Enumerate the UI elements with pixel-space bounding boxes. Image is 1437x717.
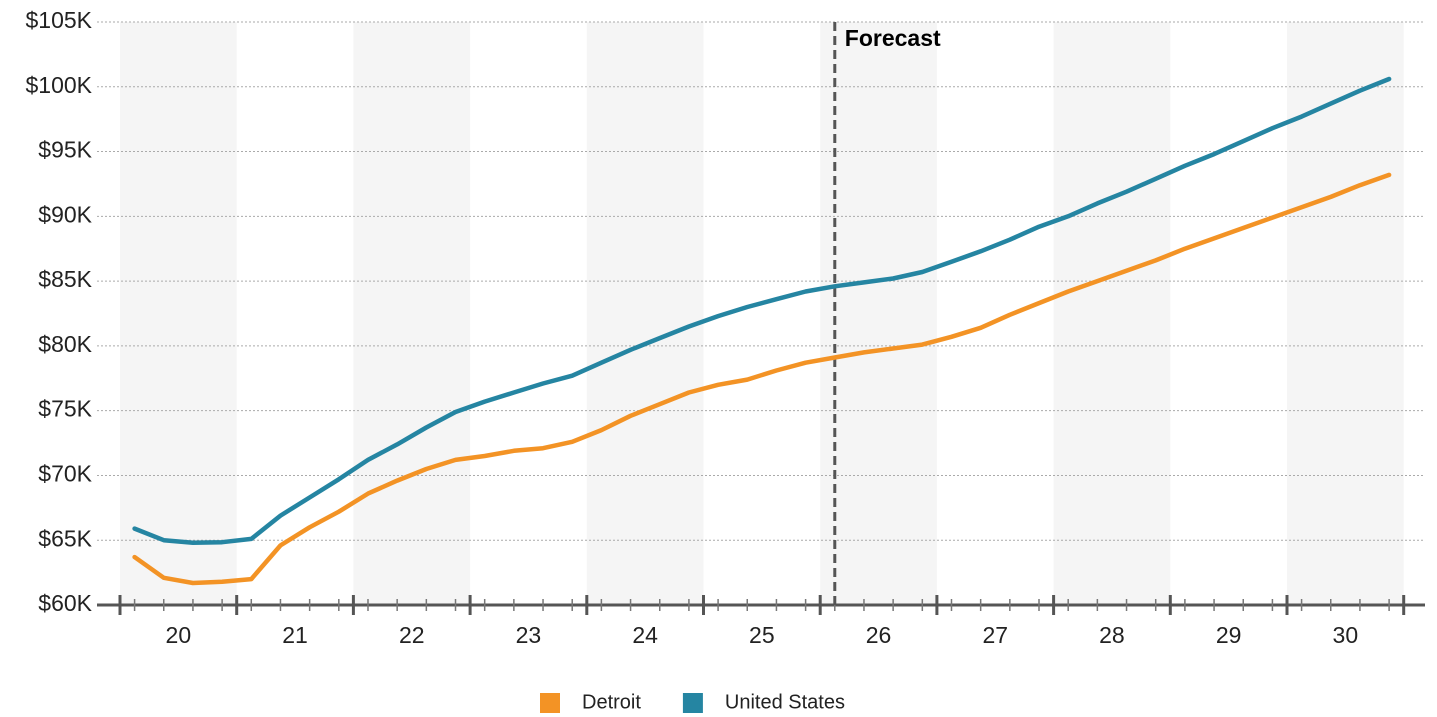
y-tick-label: $90K (38, 201, 92, 227)
y-tick-label: $60K (38, 590, 92, 616)
y-tick-label: $100K (25, 72, 92, 98)
x-tick-label: 20 (166, 622, 192, 648)
year-band (1053, 22, 1171, 605)
x-tick-label: 22 (399, 622, 425, 648)
year-band (586, 22, 704, 605)
x-tick-label: 24 (632, 622, 658, 648)
year-band (353, 22, 471, 605)
x-tick-label: 26 (866, 622, 892, 648)
x-tick-label: 25 (749, 622, 775, 648)
x-tick-label: 29 (1216, 622, 1242, 648)
legend: Detroit United States (540, 691, 845, 713)
y-tick-label: $75K (38, 396, 92, 422)
x-tick-label: 27 (982, 622, 1008, 648)
year-band (120, 22, 237, 605)
legend-swatch (682, 693, 703, 713)
y-tick-label: $70K (38, 461, 92, 487)
year-band (820, 22, 937, 605)
year-band (1287, 22, 1404, 605)
legend-label: United States (725, 691, 845, 713)
y-tick-label: $95K (38, 137, 92, 163)
legend-swatch (540, 693, 560, 713)
y-tick-label: $65K (38, 525, 92, 551)
series-line (132, 76, 1392, 546)
y-tick-label: $80K (38, 331, 92, 357)
x-tick-label: 23 (516, 622, 542, 648)
y-tick-label: $85K (38, 266, 92, 292)
x-tick-label: 30 (1333, 622, 1359, 648)
y-tick-label: $105K (25, 7, 92, 33)
x-tick-label: 21 (282, 622, 308, 648)
forecast-label: Forecast (845, 25, 941, 51)
series-line (132, 172, 1392, 586)
legend-label: Detroit (582, 691, 641, 713)
x-tick-label: 28 (1099, 622, 1125, 648)
